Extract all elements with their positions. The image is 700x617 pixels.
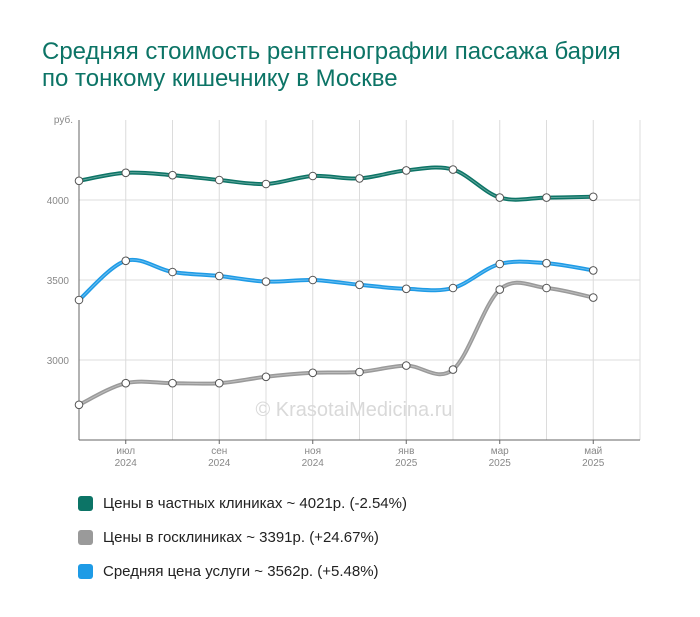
chart-title: Средняя стоимость рентгенографии пассажа…	[42, 38, 621, 92]
data-point	[542, 258, 551, 268]
x-tick-label-year: 2024	[208, 458, 231, 469]
y-tick-label: 4000	[47, 196, 70, 207]
chart-series	[74, 165, 598, 410]
x-tick-label-month: мар	[491, 446, 509, 457]
y-tick-label: 3000	[47, 356, 70, 367]
x-tick-label-month: ноя	[305, 446, 322, 457]
data-point	[121, 168, 131, 178]
x-tick-label-year: 2024	[115, 458, 138, 469]
watermark: © KrasotaiMedicina.ru	[255, 399, 452, 421]
legend-item-average: Средняя цена услуги ~ 3562р. (+5.48%)	[78, 554, 407, 588]
chart-axes	[78, 120, 640, 444]
data-point	[588, 192, 598, 202]
data-point	[308, 368, 318, 378]
series-line-highlight-public	[78, 282, 594, 406]
data-point	[448, 165, 458, 174]
data-point	[495, 285, 505, 294]
x-tick-label-year: 2024	[302, 458, 325, 469]
x-tick-label-year: 2025	[582, 458, 605, 469]
y-tick-label: 3500	[47, 276, 70, 287]
data-point	[214, 175, 224, 185]
data-point	[401, 361, 411, 370]
x-tick-label-year: 2025	[395, 458, 418, 469]
chart-legend: Цены в частных клиниках ~ 4021р. (-2.54%…	[78, 486, 407, 588]
data-point	[168, 378, 177, 388]
data-point	[308, 171, 318, 181]
x-tick-label-month: май	[584, 446, 602, 457]
series-line-public	[77, 280, 596, 407]
data-point	[74, 295, 84, 305]
x-tick-label-year: 2025	[489, 458, 512, 469]
data-point	[261, 372, 271, 382]
series-average	[74, 256, 598, 305]
legend-swatch-private	[78, 495, 93, 511]
chart-grid	[79, 120, 641, 440]
legend-label-public: Цены в госклиниках ~ 3391р. (+24.67%)	[103, 528, 379, 546]
data-point	[214, 271, 224, 281]
x-tick-label-month: сен	[211, 446, 227, 457]
legend-swatch-public	[78, 529, 93, 545]
legend-label-average: Средняя цена услуги ~ 3562р. (+5.48%)	[103, 562, 379, 580]
data-point	[74, 176, 84, 186]
data-point	[542, 283, 551, 293]
data-point	[448, 283, 458, 293]
x-tick-label-month: июл	[116, 446, 135, 457]
legend-label-private: Цены в частных клиниках ~ 4021р. (-2.54%…	[103, 494, 407, 512]
data-point	[448, 365, 458, 374]
data-point	[355, 280, 364, 290]
data-point	[588, 293, 598, 302]
data-point	[121, 378, 131, 388]
data-point	[355, 367, 364, 377]
data-point	[261, 179, 271, 189]
data-point	[542, 193, 551, 202]
y-unit-label: руб.	[54, 114, 73, 126]
x-tick-label-month: янв	[398, 446, 414, 457]
data-point	[121, 256, 131, 266]
data-point	[401, 284, 411, 294]
chart-tick-labels: 300035004000руб.июл2024сен2024ноя2024янв…	[47, 114, 605, 469]
data-point	[214, 378, 224, 388]
data-point	[588, 266, 598, 275]
legend-swatch-average	[78, 563, 93, 579]
data-point	[495, 259, 505, 269]
data-point	[261, 277, 271, 286]
series-private	[74, 165, 598, 202]
data-point	[355, 174, 364, 183]
data-point	[168, 267, 177, 277]
series-public	[74, 280, 598, 410]
data-point	[495, 193, 505, 202]
data-point	[168, 170, 177, 180]
data-point	[74, 400, 84, 410]
series-line-private	[77, 165, 596, 202]
legend-item-public: Цены в госклиниках ~ 3391р. (+24.67%)	[78, 520, 407, 554]
legend-item-private: Цены в частных клиниках ~ 4021р. (-2.54%…	[78, 486, 407, 520]
data-point	[308, 275, 318, 285]
data-point	[401, 166, 411, 175]
